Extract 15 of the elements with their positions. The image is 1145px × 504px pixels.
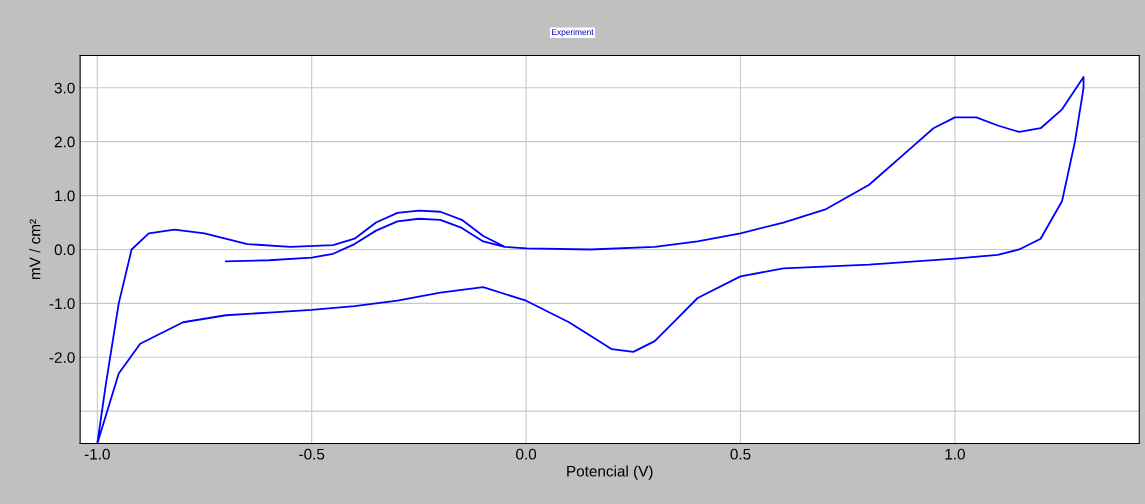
x-axis-title: Potencial (V) [567,465,653,480]
x-tick-label: 1.0 [945,448,965,460]
y-tick-label: 1.0 [55,190,75,202]
x-tick-label: 0.5 [730,448,751,460]
y-tick-label: -1.0 [49,298,75,310]
y-axis-title: mV / cm² [29,219,41,280]
chart-title: Experiment [552,28,594,37]
x-tick-label: -1.0 [84,448,110,460]
x-tick-label: 0.0 [516,448,537,460]
x-tick-label: -0.5 [299,448,325,460]
y-tick-label: 2.0 [54,136,75,148]
line-series [96,76,1085,444]
y-tick-label: 3.0 [54,82,75,94]
y-tick-label: -2.0 [49,352,75,363]
y-tick-label: 0.0 [54,244,75,256]
